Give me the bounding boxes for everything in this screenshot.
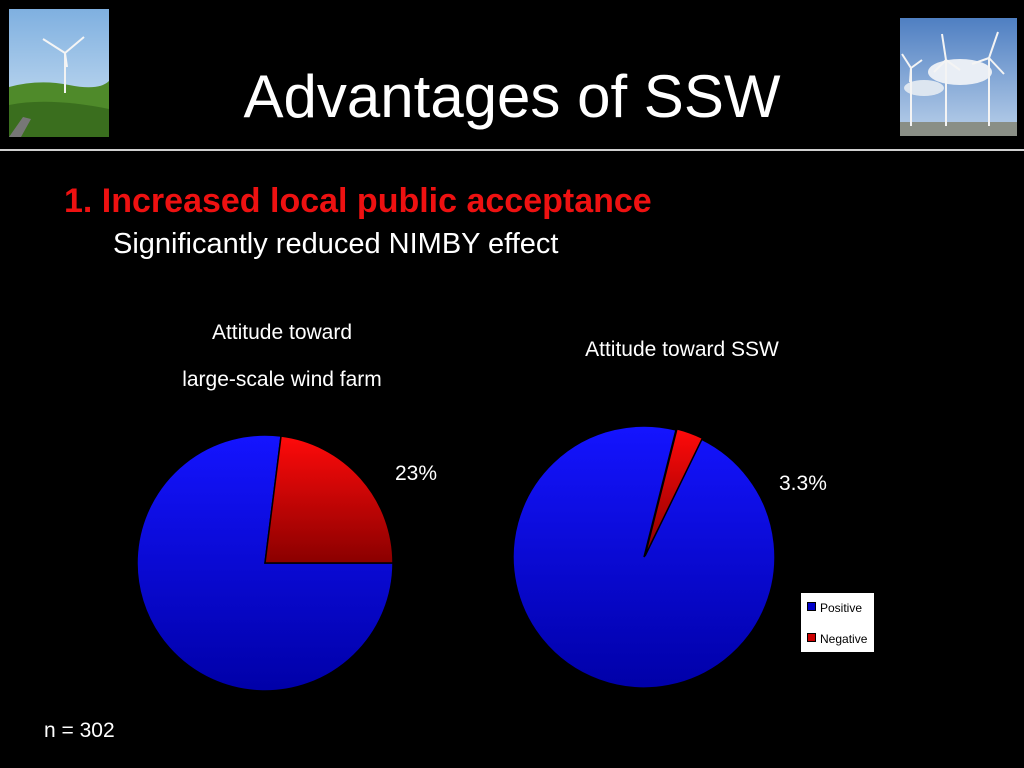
chart-2-title: Attitude toward SSW xyxy=(585,338,779,361)
title-divider xyxy=(0,149,1024,151)
sample-size-note: n = 302 xyxy=(44,719,115,742)
wind-turbines-photo-right xyxy=(900,18,1017,136)
legend-swatch-positive xyxy=(807,602,816,611)
point-heading: 1. Increased local public acceptance xyxy=(64,182,652,220)
wind-turbine-photo-left xyxy=(9,9,109,137)
point-subheading: Significantly reduced NIMBY effect xyxy=(113,228,559,260)
legend-label-positive: Positive xyxy=(820,601,863,615)
chart-1-slice-positive xyxy=(136,434,394,692)
chart-1-title-line-1: Attitude toward xyxy=(211,321,353,344)
chart-1-title-line-2: large-scale wind farm xyxy=(182,368,382,391)
legend-item-negative: Negative xyxy=(807,632,867,646)
chart-2-slice-positive xyxy=(512,425,776,689)
slide-title: Advantages of SSW xyxy=(243,63,781,130)
legend-item-positive: Positive xyxy=(807,601,862,615)
chart-2-legend: Positive Negative xyxy=(801,593,874,652)
legend-label-negative: Negative xyxy=(820,632,868,646)
legend-swatch-negative xyxy=(807,633,816,642)
chart-2-negative-label: 3.3% xyxy=(779,472,827,495)
chart-2-slice-negative xyxy=(644,428,704,557)
chart-1-slice-negative xyxy=(264,435,394,564)
chart-1-negative-label: 23% xyxy=(395,462,438,485)
